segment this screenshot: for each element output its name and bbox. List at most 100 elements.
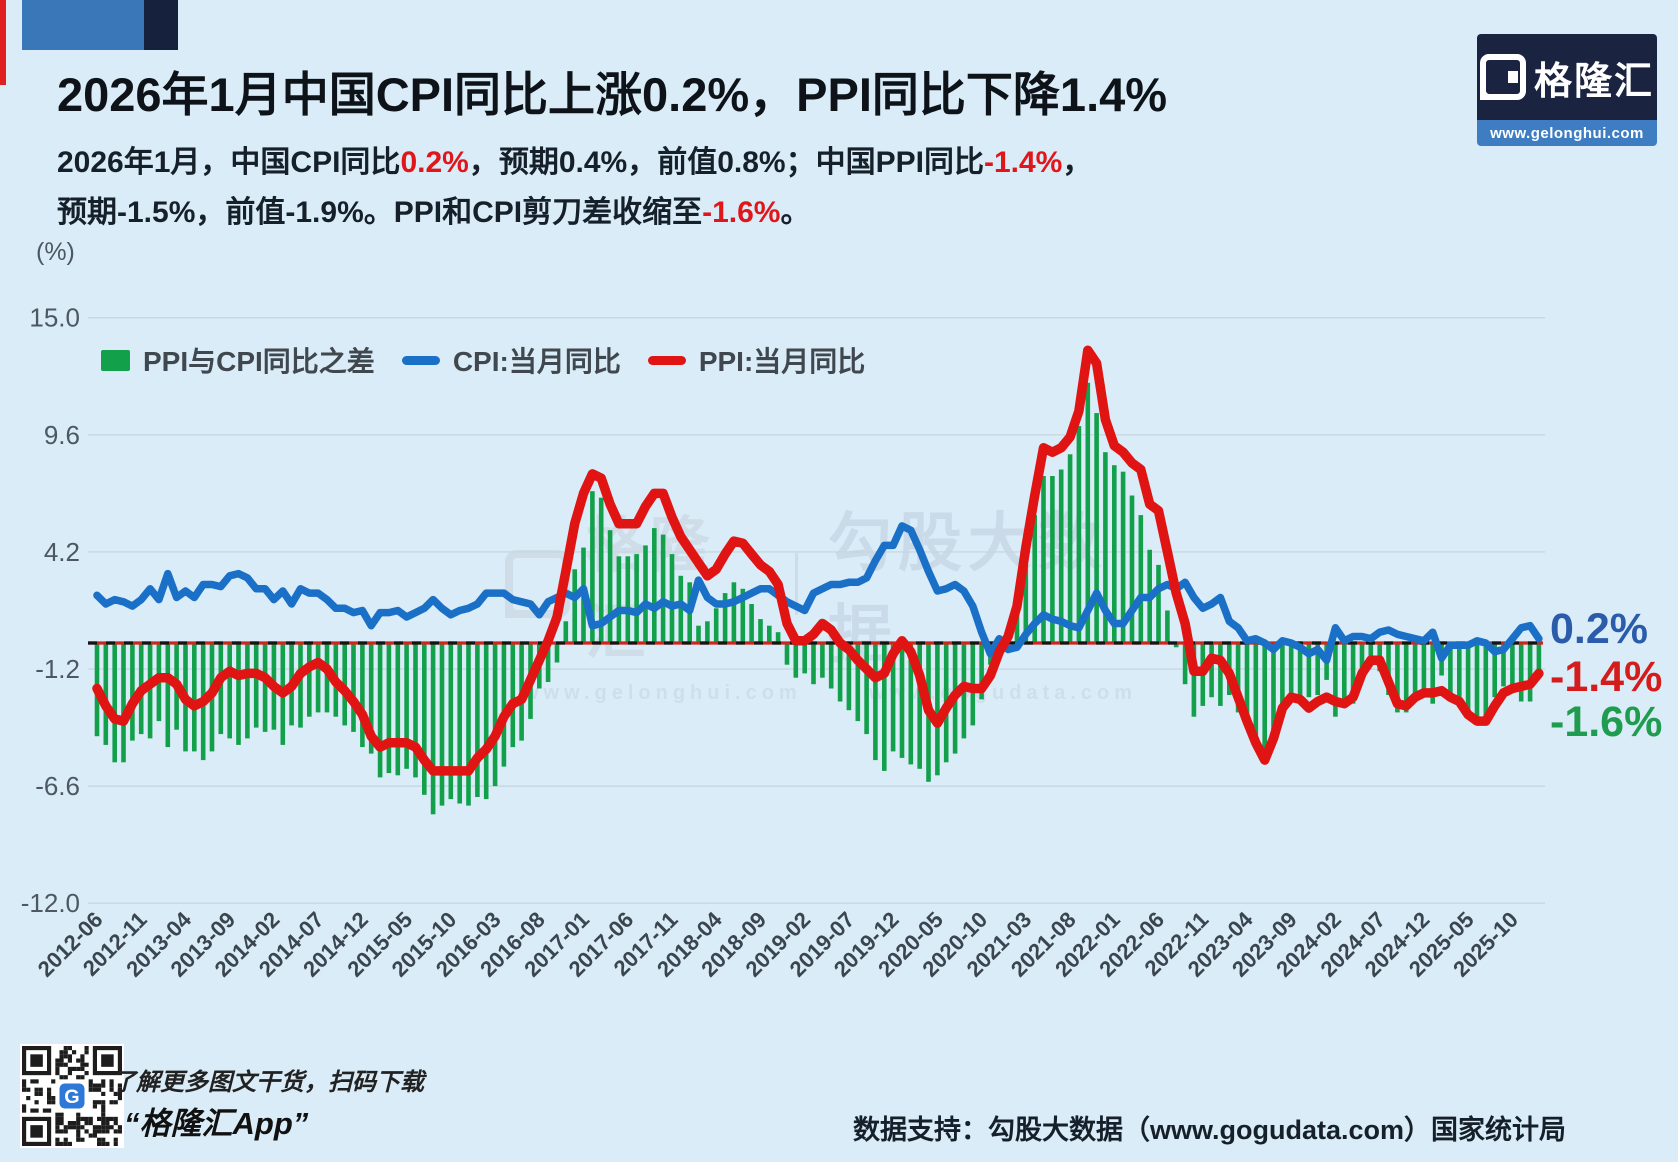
qr-module	[55, 1058, 60, 1063]
qr-module	[55, 1141, 60, 1146]
qr-module	[34, 1087, 39, 1092]
qr-module	[117, 1083, 122, 1088]
diff-bar	[103, 643, 109, 745]
qr-module	[92, 1125, 97, 1130]
qr-module	[59, 1054, 64, 1059]
qr-module	[34, 1091, 39, 1096]
qr-module	[42, 1108, 47, 1113]
diff-bar	[112, 643, 117, 763]
diff-bar	[1085, 382, 1091, 643]
qr-module	[113, 1100, 118, 1105]
qr-module	[109, 1125, 114, 1130]
qr-module	[67, 1125, 72, 1130]
qr-module	[80, 1062, 85, 1067]
diff-bar	[1350, 643, 1356, 704]
diff-bar	[837, 643, 843, 702]
diff-bar	[395, 643, 401, 776]
qr-module	[22, 1079, 27, 1084]
diff-bar	[722, 593, 728, 643]
gelonghui-brand-text: 格隆汇	[1533, 60, 1654, 103]
data-source-credit: 数据支持：勾股大数据（www.gogudata.com）国家统计局	[852, 1115, 1566, 1145]
diff-bar	[262, 643, 268, 732]
qr-module	[26, 1096, 31, 1101]
diff-bar	[1244, 643, 1250, 724]
qr-module	[113, 1116, 118, 1121]
diff-bar	[899, 643, 905, 758]
qr-module	[101, 1104, 106, 1109]
qr-module	[92, 1133, 97, 1138]
gelonghui-g-icon	[1479, 54, 1526, 100]
diff-bar	[192, 643, 197, 752]
diff-bar	[625, 556, 631, 643]
ppi-legend-label: PPI:当月同比	[698, 346, 866, 377]
qr-module	[63, 1129, 68, 1134]
qr-module	[113, 1121, 118, 1126]
qr-module	[80, 1058, 85, 1063]
qr-module	[109, 1079, 114, 1084]
diff-bar	[749, 604, 754, 643]
qr-module	[30, 1108, 35, 1113]
qr-module	[101, 1054, 114, 1067]
qr-module	[101, 1116, 106, 1121]
diff-bar	[1288, 643, 1294, 698]
diff-legend-label: PPI与CPI同比之差	[143, 346, 375, 377]
qr-module	[92, 1083, 97, 1088]
diff-bar	[422, 643, 427, 795]
diff-bar	[979, 643, 984, 700]
qr-module	[101, 1141, 106, 1146]
summary-line-2: 预期-1.5%，前值-1.9%。PPI和CPI剪刀差收缩至-1.6%。	[57, 196, 811, 229]
diff-bar	[1368, 643, 1374, 665]
diff-bar	[846, 643, 852, 711]
diff-bar	[1032, 515, 1037, 643]
diff-bar	[439, 643, 445, 806]
qr-module	[55, 1121, 60, 1126]
cpi-legend-label: CPI:当月同比	[452, 346, 621, 377]
y-axis-tick-label: 4.2	[44, 537, 80, 567]
diff-bar	[1297, 643, 1303, 695]
ppi-line-legend-swatch	[647, 355, 686, 365]
chart-legend: PPI与CPI同比之差 CPI:当月同比 PPI:当月同比	[101, 342, 865, 378]
diff-bar	[820, 643, 825, 678]
page-title: 2026年1月中国CPI同比上涨0.2%，PPI同比下降1.4%	[57, 68, 1168, 121]
qr-module	[101, 1137, 106, 1142]
diff-bar	[1448, 643, 1453, 695]
qr-module	[84, 1121, 89, 1126]
qr-module	[30, 1125, 43, 1138]
diff-bar	[1395, 643, 1400, 713]
qr-module	[113, 1129, 118, 1134]
qr-module	[22, 1087, 27, 1092]
diff-bar	[236, 643, 241, 745]
diff-bar	[678, 575, 684, 643]
diff-bar	[660, 534, 666, 643]
diff-bar	[1333, 643, 1338, 717]
diff-bar	[1421, 643, 1427, 695]
qr-module	[84, 1129, 89, 1134]
qr-module	[63, 1062, 68, 1067]
y-axis-tick-label: -12.0	[21, 888, 80, 918]
app-name: “格隆汇App”	[124, 1106, 309, 1141]
qr-module	[47, 1091, 52, 1096]
diff-bar	[351, 643, 356, 732]
diff-bar	[572, 569, 577, 643]
diff-bar	[1412, 643, 1418, 702]
diff-bar	[935, 643, 940, 776]
diff-bar	[1359, 643, 1365, 680]
qr-module	[117, 1096, 122, 1101]
diff-bar	[1209, 643, 1214, 698]
diff-bar	[510, 643, 516, 748]
gelonghui-url: www.gelonghui.com	[1477, 120, 1657, 146]
qr-module	[113, 1091, 118, 1096]
scissor-gap-highlight: -1.6%	[702, 196, 781, 229]
diff-bar	[165, 643, 171, 748]
diff-bar	[1023, 556, 1029, 643]
qr-module	[38, 1091, 43, 1096]
qr-module	[105, 1116, 110, 1121]
qr-module	[84, 1071, 89, 1076]
diff-bar	[147, 643, 153, 739]
qr-module	[109, 1083, 114, 1088]
qr-module	[59, 1116, 64, 1121]
qr-module	[76, 1116, 81, 1121]
qr-module	[105, 1141, 110, 1146]
qr-module	[101, 1100, 106, 1105]
